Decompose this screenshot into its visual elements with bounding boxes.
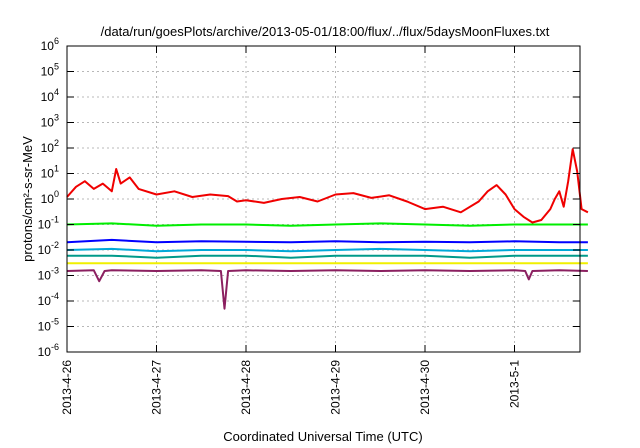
y-tick-label: 10-2	[38, 240, 59, 257]
y-axis-label: protons/cm²-s-sr-MeV	[20, 136, 35, 262]
y-tick-label: 10-3	[38, 266, 59, 283]
x-tick-label: 2013-4-30	[418, 360, 432, 415]
series-line	[66, 148, 589, 224]
y-tick-label: 101	[41, 164, 59, 181]
axis-ticks	[66, 45, 580, 353]
y-tick-labels: 10-6 10-5 10-4 10-3 10-2 10-1 100 101 102 103 104 1…	[38, 36, 59, 359]
x-tick-labels: 2013-4-26 2013-4-27 2013-4-28 2013-4-29 2013…	[60, 360, 522, 415]
y-tick-label: 10-5	[38, 317, 59, 334]
series-line	[67, 254, 588, 259]
x-axis-label: Coordinated Universal Time (UTC)	[223, 429, 422, 444]
y-tick-label: 102	[41, 138, 59, 155]
y-tick-label: 104	[41, 87, 59, 104]
y-tick-label: 106	[41, 36, 59, 53]
series-line	[66, 247, 588, 253]
y-tick-label: 10-1	[38, 215, 59, 232]
y-tick-label: 10-4	[38, 291, 59, 308]
series-line	[66, 238, 588, 244]
series-lines	[66, 148, 589, 310]
series-line	[66, 222, 588, 227]
x-tick-label: 2013-4-27	[150, 360, 164, 415]
series-line	[66, 269, 588, 310]
y-tick-label: 100	[41, 189, 59, 206]
y-tick-label: 103	[41, 113, 59, 130]
chart-title: /data/run/goesPlots/archive/2013-05-01/1…	[101, 24, 550, 39]
y-tick-label: 105	[41, 62, 59, 79]
x-tick-label: 2013-5-1	[508, 360, 522, 408]
x-tick-label: 2013-4-26	[60, 360, 74, 415]
x-tick-label: 2013-4-28	[239, 360, 253, 415]
y-tick-label: 10-6	[38, 342, 59, 359]
x-tick-label: 2013-4-29	[329, 360, 343, 415]
